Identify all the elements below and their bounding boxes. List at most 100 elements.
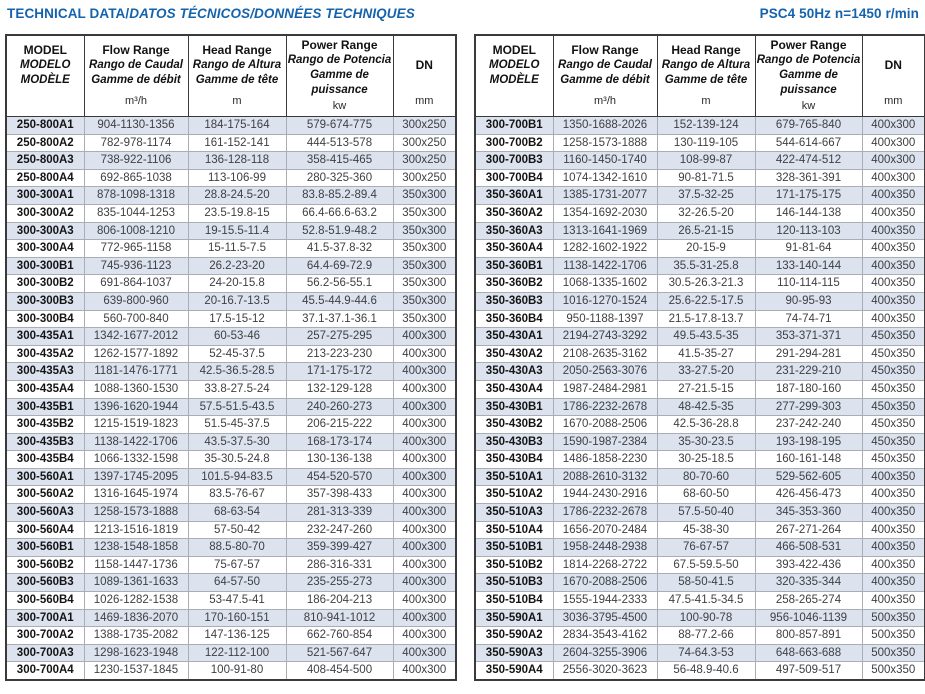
flow-label-en: Flow Range xyxy=(571,43,639,57)
power-cell: 74-74-71 xyxy=(754,309,863,329)
model-label-fr: MODÈLE xyxy=(489,74,539,86)
dn-cell: 400x300 xyxy=(861,116,925,135)
dn-cell: 400x300 xyxy=(392,591,457,610)
flow-cell: 1354-1692-2030 xyxy=(552,203,658,223)
head-cell: 17.5-15-12 xyxy=(187,309,287,329)
table-row: 350-430B2 1670-2088-2506 42.5-36-28.8 237-2… xyxy=(474,415,925,434)
dn-cell: 400x300 xyxy=(392,573,457,593)
table-row: 350-430A3 2050-2563-3076 33-27.5-20 231-229… xyxy=(474,362,925,381)
model-cell: 350-430A2 xyxy=(474,344,554,364)
model-cell: 350-510A4 xyxy=(474,520,554,540)
head-cell: 21.5-17.8-13.7 xyxy=(656,309,756,329)
dn-cell: 400x300 xyxy=(392,555,457,575)
head-cell: 88-77.2-66 xyxy=(656,626,756,645)
dn-cell: 400x300 xyxy=(392,415,457,434)
col-header-flow: Flow Range Rango de Caudal Gamme de débi… xyxy=(552,34,658,117)
power-cell: 45.5-44.9-44.6 xyxy=(285,291,394,311)
pump-data-table-right: MODEL MODELO MODÈLE Flow Range Rango de … xyxy=(474,34,925,681)
dn-cell: 400x350 xyxy=(861,467,925,487)
flow-cell: 1066-1332-1598 xyxy=(83,450,189,469)
model-cell: 300-300B2 xyxy=(5,274,85,293)
dn-cell: 400x300 xyxy=(392,626,457,645)
head-cell: 88.5-80-70 xyxy=(187,538,287,557)
flow-cell: 1258-1573-1888 xyxy=(83,503,189,522)
table-row: 350-510A2 1944-2430-2916 68-60-50 426-456-4… xyxy=(474,485,925,505)
dn-cell: 450x350 xyxy=(861,397,925,417)
dn-cell: 400x300 xyxy=(392,327,457,346)
power-cell: 90-95-93 xyxy=(754,291,863,311)
power-cell: 454-520-570 xyxy=(285,467,394,487)
power-cell: 206-215-222 xyxy=(285,415,394,434)
dn-cell: 400x350 xyxy=(861,186,925,205)
model-cell: 300-700A1 xyxy=(5,608,85,628)
flow-cell: 1215-1519-1823 xyxy=(83,415,189,434)
flow-label-es: Rango de Caudal xyxy=(558,59,652,71)
col-header-model: MODEL MODELO MODÈLE xyxy=(474,34,554,117)
table-row: 350-430A2 2108-2635-3162 41.5-35-27 291-294… xyxy=(474,344,925,364)
dn-cell: 400x300 xyxy=(392,362,457,381)
power-cell: 133-140-144 xyxy=(754,256,863,276)
power-cell: 345-353-360 xyxy=(754,503,863,522)
head-cell: 28.8-24.5-20 xyxy=(187,186,287,205)
model-cell: 300-300A4 xyxy=(5,239,85,258)
table-row: 350-590A4 2556-3020-3623 56-48.9-40.6 497-5… xyxy=(474,661,925,681)
power-cell: 130-136-138 xyxy=(285,450,394,469)
flow-cell: 745-936-1123 xyxy=(83,256,189,276)
power-cell: 497-509-517 xyxy=(754,661,863,681)
dn-cell: 400x300 xyxy=(392,503,457,522)
model-cell: 350-590A3 xyxy=(474,643,554,663)
head-cell: 27-21.5-15 xyxy=(656,379,756,399)
power-label-es: Rango de Potencia xyxy=(756,54,861,66)
dn-cell: 450x350 xyxy=(861,327,925,346)
head-cell: 80-70-60 xyxy=(656,467,756,487)
flow-cell: 1385-1731-2077 xyxy=(552,186,658,205)
dn-cell: 400x350 xyxy=(861,309,925,329)
head-cell: 20-15-9 xyxy=(656,239,756,258)
table-row: 350-510B2 1814-2268-2722 67.5-59.5-50 393-4… xyxy=(474,555,925,575)
dn-cell: 450x350 xyxy=(861,450,925,469)
power-cell: 171-175-172 xyxy=(285,362,394,381)
flow-cell: 1388-1735-2082 xyxy=(83,626,189,645)
dn-cell: 400x300 xyxy=(392,344,457,364)
power-cell: 66.4-66.6-63.2 xyxy=(285,203,394,223)
table-row: 300-435B3 1138-1422-1706 43.5-37.5-30 168-1… xyxy=(5,432,457,452)
table-row: 300-560B2 1158-1447-1736 75-67-57 286-316-3… xyxy=(5,555,457,575)
flow-cell: 1213-1516-1819 xyxy=(83,520,189,540)
head-cell: 57.5-50-40 xyxy=(656,503,756,522)
flow-cell: 1158-1447-1736 xyxy=(83,555,189,575)
dn-cell: 500x350 xyxy=(861,643,925,663)
table-row: 300-435A1 1342-1677-2012 60-53-46 257-275-2… xyxy=(5,327,457,346)
power-cell: 213-223-230 xyxy=(285,344,394,364)
dn-cell: 350x300 xyxy=(392,256,457,276)
head-cell: 74-64.3-53 xyxy=(656,643,756,663)
model-cell: 300-560A2 xyxy=(5,485,85,505)
model-cell: 350-360A3 xyxy=(474,221,554,241)
head-cell: 68-60-50 xyxy=(656,485,756,505)
dn-cell: 400x300 xyxy=(392,608,457,628)
table-row: 300-300B3 639-800-960 20-16.7-13.5 45.5-44.… xyxy=(5,291,457,311)
head-cell: 90-81-71.5 xyxy=(656,168,756,188)
flow-cell: 692-865-1038 xyxy=(83,168,189,188)
dn-cell: 400x300 xyxy=(392,432,457,452)
dn-cell: 450x350 xyxy=(861,362,925,381)
head-cell: 57-50-42 xyxy=(187,520,287,540)
head-cell: 161-152-141 xyxy=(187,133,287,153)
dn-cell: 400x300 xyxy=(392,661,457,681)
dn-cell: 400x300 xyxy=(392,520,457,540)
power-cell: 280-325-360 xyxy=(285,168,394,188)
flow-cell: 1656-2070-2484 xyxy=(552,520,658,540)
flow-cell: 1350-1688-2026 xyxy=(552,116,658,135)
flow-cell: 1786-2232-2678 xyxy=(552,503,658,522)
head-cell: 53-47.5-41 xyxy=(187,591,287,610)
power-cell: 267-271-264 xyxy=(754,520,863,540)
flow-cell: 1238-1548-1858 xyxy=(83,538,189,557)
model-cell: 300-700B3 xyxy=(474,151,554,170)
table-row: 250-800A2 782-978-1174 161-152-141 444-513-… xyxy=(5,133,457,153)
head-cell: 42.5-36.5-28.5 xyxy=(187,362,287,381)
table-body-left: 250-800A1 904-1130-1356 184-175-164 579-674… xyxy=(5,116,457,681)
model-cell: 300-700A2 xyxy=(5,626,85,645)
dn-cell: 300x250 xyxy=(392,151,457,170)
model-cell: 300-300A3 xyxy=(5,221,85,241)
head-cell: 152-139-124 xyxy=(656,116,756,135)
head-cell: 147-136-125 xyxy=(187,626,287,645)
